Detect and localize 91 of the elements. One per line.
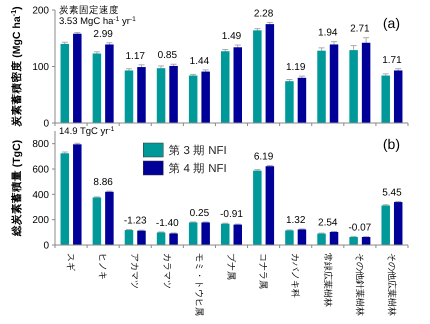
bar	[92, 198, 102, 245]
annotation: -0.91	[220, 209, 244, 220]
bar	[73, 144, 82, 245]
bar	[298, 229, 306, 245]
annotation: 8.86	[93, 177, 114, 188]
annotation: 0.85	[158, 50, 178, 62]
annotation: -1.40	[156, 218, 180, 229]
bar	[234, 47, 242, 123]
annotation: 6.19	[254, 151, 274, 162]
bar	[201, 72, 210, 123]
bar	[253, 170, 262, 245]
bar	[362, 237, 370, 245]
y-axis-title: 総炭素蓄積量 (TgC)	[10, 140, 23, 238]
legend-label: 第 3 期 NFI	[168, 144, 227, 157]
x-tick-label: コナラ属	[258, 253, 269, 289]
x-tick-label: アカマツ	[130, 253, 140, 289]
legend-label: 第 4 期 NFI	[168, 162, 227, 175]
bar	[105, 44, 114, 123]
x-tick-label: 常緑広葉樹林	[322, 253, 333, 307]
x-tick-label: カバノキ科	[290, 253, 301, 298]
chart-title: (a)	[382, 15, 400, 31]
annotation: 1.17	[125, 50, 146, 62]
x-tick-label: モミ・トウヒ属	[194, 253, 204, 316]
bar	[137, 230, 146, 245]
bar	[362, 42, 370, 123]
annotation: 1.19	[286, 62, 306, 74]
bar	[330, 232, 338, 245]
bar	[137, 67, 146, 123]
x-tick-label: その他針葉樹林	[354, 253, 365, 316]
bar	[285, 230, 294, 245]
bar	[381, 205, 390, 245]
bar	[394, 202, 402, 245]
bar	[221, 224, 230, 245]
annotation: 1.94	[318, 28, 338, 39]
bar	[394, 70, 402, 123]
x-tick-label: スギ	[66, 253, 76, 271]
annotation: 0.25	[190, 208, 210, 219]
y-tick-label: 100	[32, 62, 50, 73]
annotation: 1.71	[382, 54, 402, 66]
y-tick-label: 0	[43, 240, 50, 252]
bar	[285, 81, 294, 123]
bar	[188, 76, 198, 123]
bar	[188, 222, 198, 245]
bar	[156, 232, 166, 245]
y-tick-label: 200	[32, 6, 50, 16]
annotation: 炭素固定速度	[59, 4, 119, 16]
annotation: 1.49	[222, 31, 242, 42]
bar	[381, 76, 390, 123]
annotation: 5.45	[382, 187, 402, 198]
bar	[349, 50, 358, 123]
y-tick-label: 600	[32, 164, 50, 176]
bar	[60, 153, 70, 245]
bar	[349, 237, 358, 245]
annotation: 3.53 MgC ha$^{-1}$ yr$^{-1}$	[59, 16, 136, 27]
x-tick-label: カラマツ	[162, 253, 172, 289]
bar	[169, 66, 178, 123]
bar	[330, 44, 338, 123]
bar	[156, 68, 166, 123]
annotation: 2.99	[93, 28, 114, 40]
bar	[73, 34, 82, 123]
bar	[92, 54, 102, 123]
bar	[266, 166, 274, 245]
annotation: -0.07	[348, 222, 372, 234]
y-tick-label: 0	[43, 118, 50, 130]
y-tick-label: 200	[32, 215, 50, 226]
annotation: -1.23	[124, 216, 148, 227]
bar	[201, 222, 210, 245]
annotation: 2.54	[318, 217, 338, 228]
annotation: 2.28	[254, 8, 274, 20]
bar	[317, 234, 326, 245]
bar	[266, 24, 274, 123]
chart-title: (b)	[382, 136, 400, 152]
annotation: 14.9 TgC yr$^{-1}$	[59, 126, 115, 137]
bar	[169, 233, 178, 245]
bar	[234, 224, 242, 245]
x-tick-label: ブナ属	[226, 253, 236, 280]
bar	[124, 70, 134, 123]
bar	[298, 78, 306, 123]
annotation: 1.32	[286, 214, 306, 226]
bar	[105, 192, 114, 245]
bar	[124, 230, 134, 245]
bar	[60, 44, 70, 123]
annotation: 2.71	[350, 24, 370, 35]
bar	[253, 30, 262, 123]
annotation: 1.44	[190, 56, 210, 67]
x-tick-label: その他広葉樹林	[386, 253, 397, 316]
x-tick-label: ヒノキ	[98, 253, 108, 280]
bar	[317, 50, 326, 123]
bar	[221, 51, 230, 123]
y-tick-label: 400	[32, 190, 50, 201]
y-tick-label: 800	[32, 139, 50, 150]
